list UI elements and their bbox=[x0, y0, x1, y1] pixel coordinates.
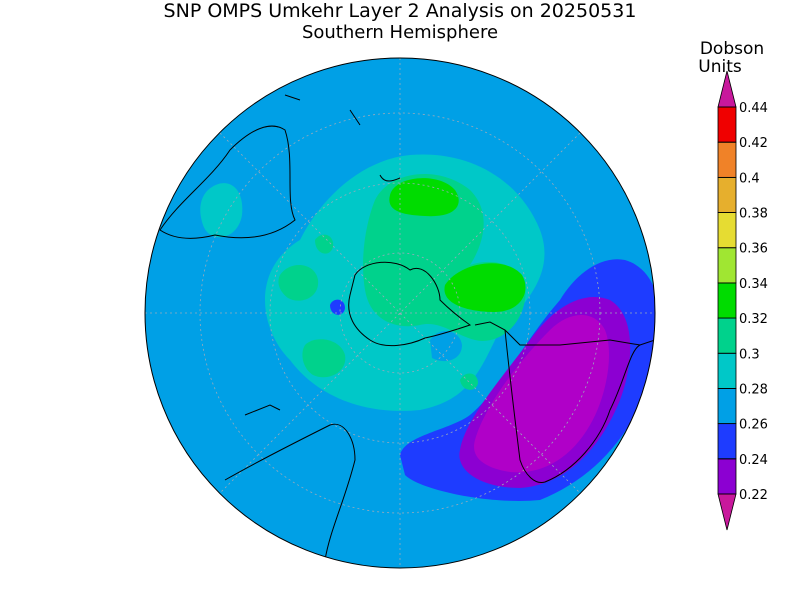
colorbar-tick-label: 0.42 bbox=[739, 136, 768, 151]
contour bbox=[389, 178, 459, 217]
colorbar-tick-label: 0.4 bbox=[739, 171, 760, 186]
coastline bbox=[474, 321, 655, 346]
colorbar-title: Units bbox=[698, 57, 742, 77]
colorbar-band bbox=[717, 352, 737, 389]
colorbar-band bbox=[717, 141, 737, 178]
colorbar-band bbox=[717, 212, 737, 249]
colorbar-band bbox=[717, 282, 737, 319]
colorbar-band bbox=[717, 317, 737, 354]
colorbar-band bbox=[717, 176, 737, 213]
colorbar-band bbox=[717, 458, 737, 495]
map-title: SNP OMPS Umkehr Layer 2 Analysis on 2025… bbox=[164, 0, 637, 22]
map-border bbox=[144, 57, 656, 569]
coastline bbox=[348, 261, 472, 347]
contour bbox=[278, 264, 319, 301]
contour bbox=[330, 299, 345, 315]
coastline bbox=[244, 94, 361, 416]
contour bbox=[315, 234, 334, 254]
contour bbox=[302, 339, 346, 378]
colorbar-under bbox=[717, 493, 737, 531]
colorbar-band bbox=[717, 247, 737, 284]
map-subtitle: Southern Hemisphere bbox=[302, 22, 498, 43]
ozone-map bbox=[145, 58, 655, 568]
contour bbox=[200, 183, 243, 238]
colorbar-tick-label: 0.34 bbox=[739, 277, 768, 292]
colorbar-band bbox=[717, 388, 737, 425]
colorbar-tick-label: 0.32 bbox=[739, 312, 768, 327]
colorbar-band bbox=[717, 423, 737, 460]
contour bbox=[444, 263, 526, 312]
colorbar-tick-label: 0.28 bbox=[739, 382, 768, 397]
colorbar: 0.22 0.24 0.26 0.28 0.3 0.32 0.34 0.36 0.38 0.4 0.… bbox=[717, 70, 768, 531]
colorbar-tick-label: 0.26 bbox=[739, 418, 768, 433]
colorbar-tick-label: 0.38 bbox=[739, 207, 768, 222]
colorbar-band bbox=[717, 106, 737, 143]
colorbar-tick-label: 0.24 bbox=[739, 453, 768, 468]
coastline bbox=[224, 174, 401, 561]
graticule bbox=[145, 58, 655, 568]
colorbar-tick-label: 0.44 bbox=[739, 101, 768, 116]
contour bbox=[474, 315, 610, 473]
colorbar-tick-label: 0.22 bbox=[739, 488, 768, 503]
colorbar-title: Dobson bbox=[700, 39, 764, 59]
colorbar-tick-label: 0.36 bbox=[739, 242, 768, 257]
colorbar-tick-label: 0.3 bbox=[739, 347, 760, 362]
coastline bbox=[159, 125, 296, 239]
coastline bbox=[504, 329, 641, 484]
